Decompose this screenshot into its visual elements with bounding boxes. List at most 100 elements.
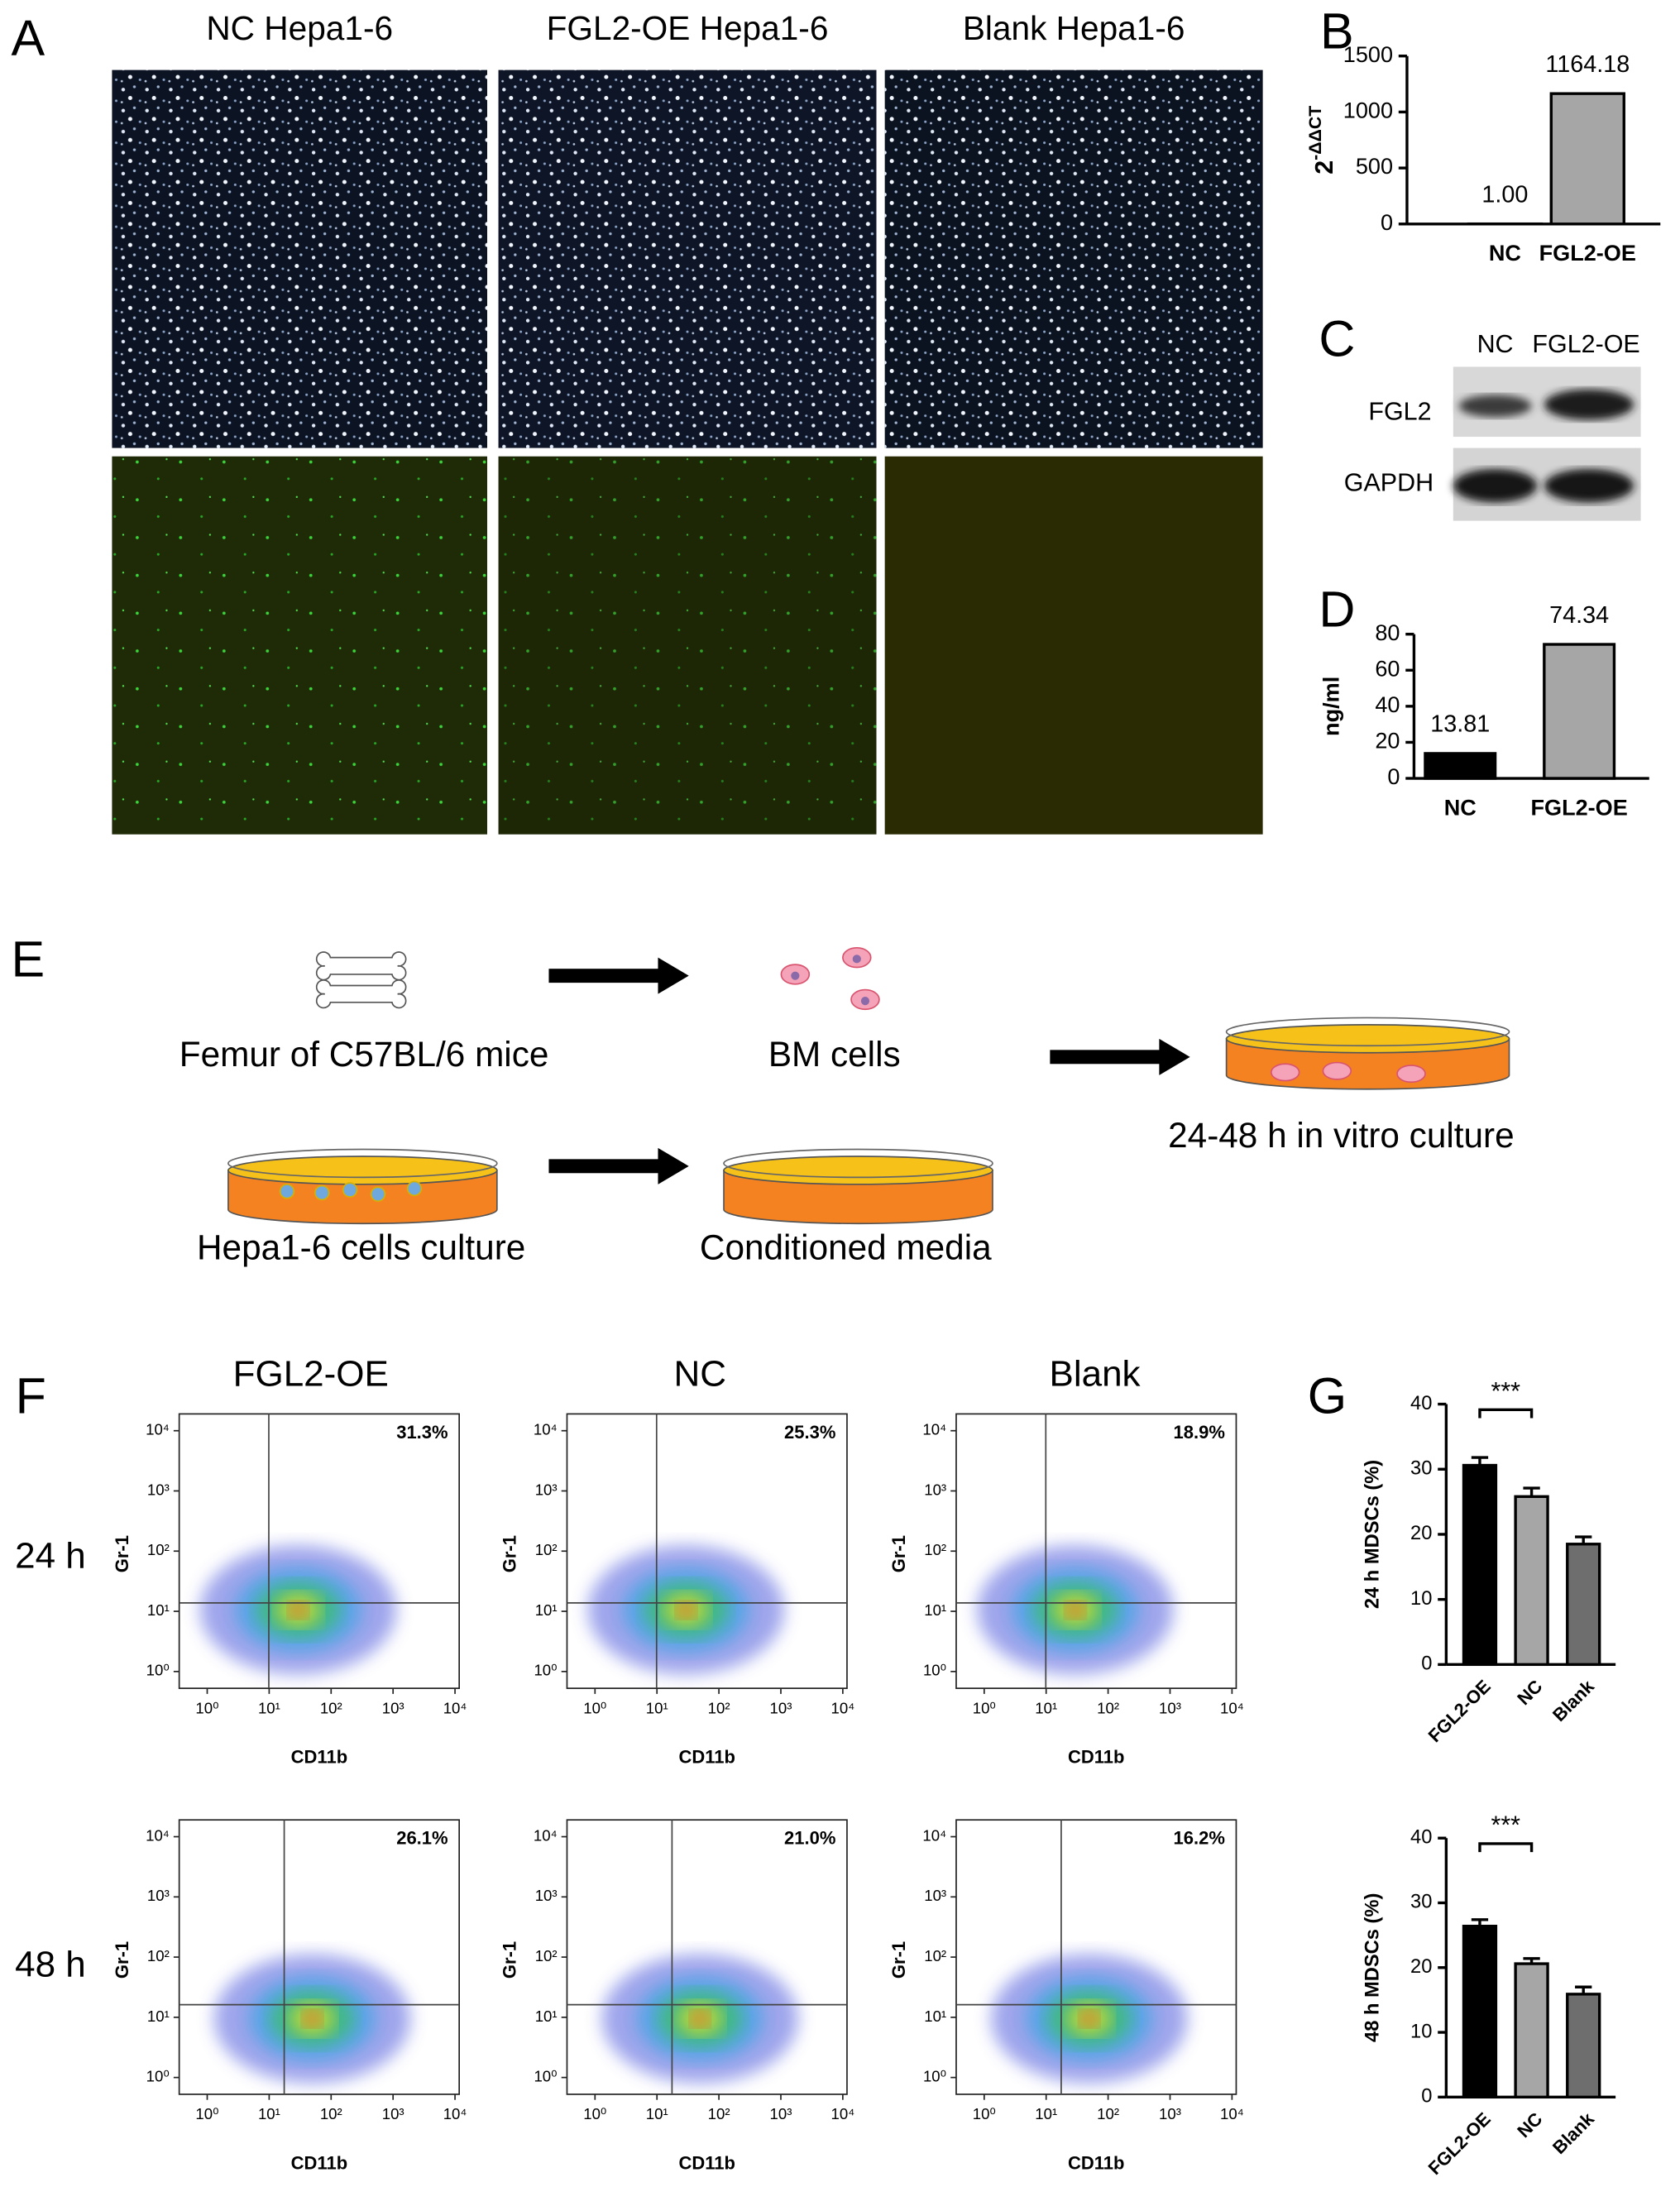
significance-label: *** [1491,1811,1520,1840]
row-label: 48 h [15,1945,86,1985]
x-tick-label: 10⁰ [973,2105,996,2122]
x-tick-label: 10³ [382,1699,404,1716]
y-axis-label: Gr-1 [888,1941,909,1979]
bar [1514,1495,1549,1667]
x-tick-label: 10⁴ [443,2105,467,2122]
y-axis-label: Gr-1 [888,1535,909,1572]
y-axis-label: Gr-1 [500,1535,520,1572]
x-tick-label: 10¹ [258,2105,280,2122]
y-tick-label: 10³ [147,1887,170,1904]
y-tick-label: 10⁴ [146,1421,170,1438]
x-tick-label: 10⁰ [195,1699,218,1716]
y-tick-label: 10⁴ [922,1421,946,1438]
bar [1566,1543,1601,1667]
x-axis-label: CD11b [291,1747,347,1768]
x-tick-label: 10³ [770,1699,792,1716]
error-bar [1575,1985,1592,1994]
x-tick-label: 10³ [770,2105,792,2122]
x-tick-label: NC [1489,240,1521,266]
y-axis-label: 2-ΔΔCT [1305,106,1338,175]
value-label: 13.81 [1430,711,1490,738]
y-tick-label: 10⁰ [923,1662,946,1679]
value-label: 74.34 [1549,602,1609,629]
error-bar [1523,1486,1540,1497]
density-blob [288,1601,309,1619]
panel-label: B [1320,2,1354,59]
quadrant-percentage: 26.1% [396,1828,448,1849]
x-tick-label: 10¹ [646,1699,668,1716]
x-tick-label: 10⁰ [583,2105,606,2122]
density-blob [690,2010,711,2027]
row-label: 24 h [15,1535,86,1576]
x-tick-label: 10² [320,1699,342,1716]
y-tick-label: 10⁴ [922,1826,946,1844]
y-tick-label: 10 [1410,2021,1432,2042]
y-tick-label: 20 [1410,1523,1432,1544]
step-label: Hepa1-6 cells culture [197,1228,525,1267]
y-tick-label: 10¹ [924,1601,946,1619]
y-tick-label: 30 [1410,1458,1432,1480]
y-tick-label: 10⁰ [146,2068,170,2085]
y-tick-label: 40 [1410,1826,1432,1848]
column-header: FGL2-OE [233,1353,389,1394]
y-tick-label: 10⁰ [146,1662,170,1679]
y-tick-label: 10² [924,1541,946,1558]
x-tick-label: 10³ [1159,1699,1181,1716]
column-header: FGL2-OE [1532,330,1639,358]
y-tick-label: 10³ [924,1481,946,1498]
y-axis-label: 48 h MDSCs (%) [1362,1893,1384,2042]
x-tick-label: 10³ [382,2105,404,2122]
x-tick-label: Blank [1548,2108,1599,2158]
y-tick-label: 1000 [1343,98,1393,123]
error-bar [1523,1957,1540,1964]
x-tick-label: 10⁴ [1220,1699,1244,1716]
step-label: Conditioned media [700,1228,992,1267]
y-label-superscript: -ΔΔCT [1305,106,1325,160]
x-tick-label: 10² [1097,2105,1119,2122]
y-tick-label: 10² [924,1947,946,1964]
y-axis-label: ng/ml [1318,677,1343,736]
y-tick-label: 10¹ [147,2007,170,2025]
error-bar [1471,1918,1489,1926]
density-blob [1065,1601,1085,1619]
y-tick-label: 10¹ [924,2007,946,2025]
bar [1514,1962,1549,2099]
y-tick-label: 10⁴ [146,1826,170,1844]
quadrant-percentage: 31.3% [396,1422,448,1443]
y-axis-label: Gr-1 [500,1941,520,1979]
x-tick-label: 10¹ [1035,2105,1057,2122]
panel-label: C [1319,311,1355,367]
x-tick-label: FGL2-OE [1539,240,1636,266]
density-blob [302,2010,323,2027]
panel-a-images [112,69,1263,835]
y-tick-label: 10² [147,1947,170,1964]
y-tick-label: 10⁰ [923,2068,946,2085]
column-header: Blank Hepa1-6 [963,9,1185,47]
step-label: 24-48 h in vitro culture [1168,1116,1515,1155]
bar [1462,1924,1498,2099]
y-tick-label: 0 [1381,209,1393,235]
panel-label: F [16,1368,46,1424]
significance-label: *** [1491,1377,1520,1405]
x-tick-label: NC [1513,2108,1546,2141]
x-tick-label: NC [1444,794,1477,820]
error-bar [1575,1535,1592,1544]
x-tick-label: 10³ [1159,2105,1181,2122]
y-tick-label: 80 [1375,620,1400,645]
y-tick-label: 10¹ [147,1601,170,1619]
value-label: 1164.18 [1545,51,1630,78]
y-tick-label: 10⁴ [534,1826,558,1844]
panel-label: D [1319,581,1355,637]
x-axis-label: CD11b [291,2152,347,2173]
x-tick-label: 10⁰ [973,1699,996,1716]
column-header: NC Hepa1-6 [206,9,393,47]
y-label-base: 2 [1310,160,1338,175]
y-tick-label: 40 [1375,691,1400,717]
row-label: FGL2 [1368,397,1431,425]
column-header: Blank [1049,1353,1141,1394]
y-tick-label: 40 [1410,1393,1432,1414]
significance-bracket [1478,1408,1534,1419]
x-tick-label: 10⁰ [583,1699,606,1716]
y-tick-label: 10¹ [535,1601,558,1619]
